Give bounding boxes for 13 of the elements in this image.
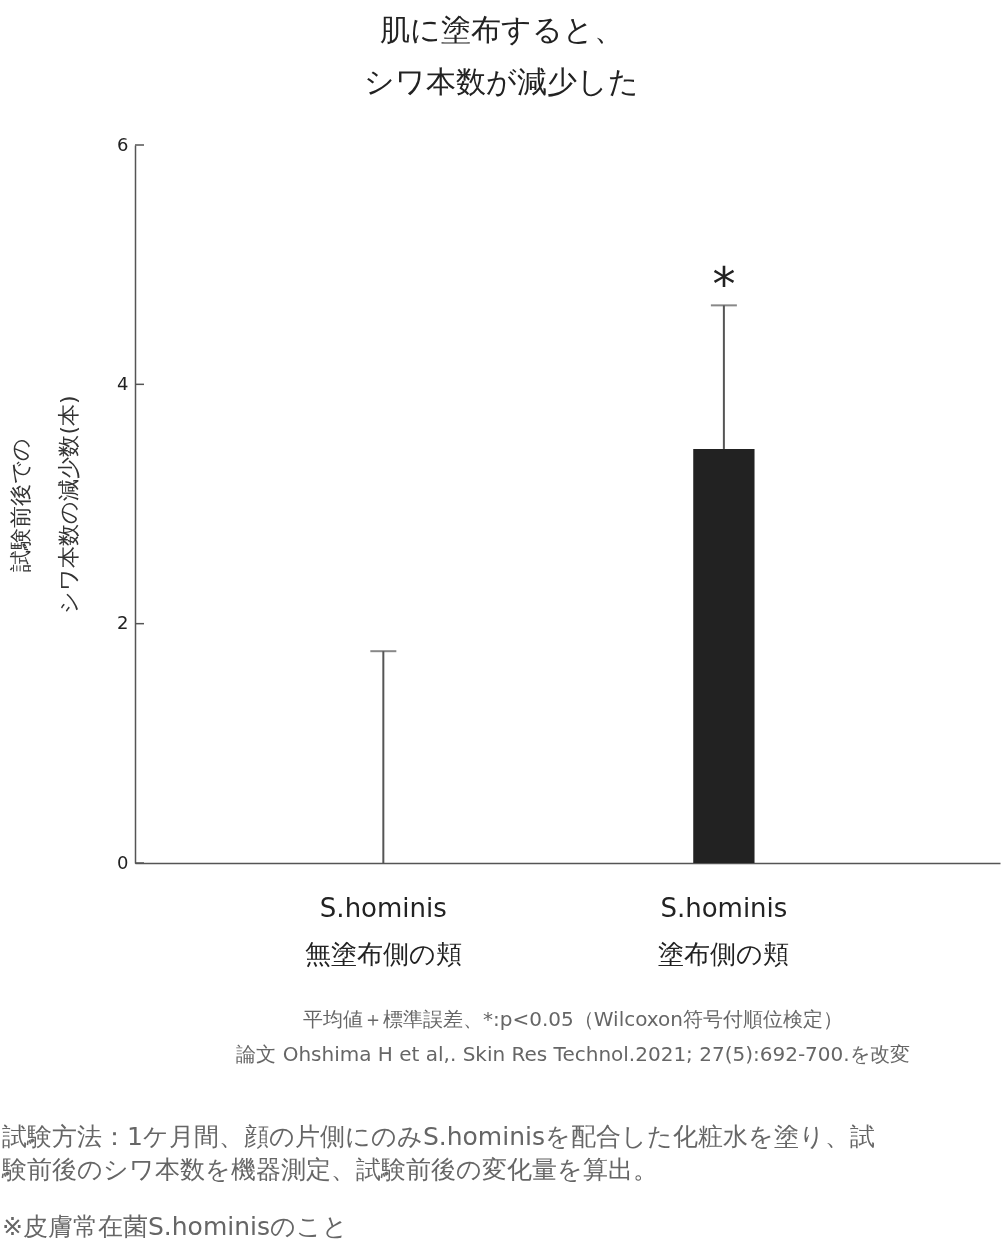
text: 試験方法：1ケ月間、顔の片側にのみS.hominisを配合した化粧水を塗り、試験前後のシワ本数を機器測定、試験前後の変化量を算出。 [1,1122,875,1184]
text: 平均値＋標準誤差、*:p<0.05（Wilcoxon符号付順位検定） [303,1007,843,1031]
text: 論文 Ohshima H et al,. Skin Res Technol.2021; 27(5):692-700.を改変 [236,1042,910,1066]
chart-title: 肌に塗布すると、シワ本数が減少した [364,12,639,99]
x-tick-label: S.hominis 塗布側の頬 [658,892,790,969]
y-tick-label: 4 [117,372,129,394]
y-axis-title: 試験前後でのシワ本数の減少数(本) [7,395,81,614]
x-tick-label: S.hominis 無塗布側の頬 [304,892,462,969]
y-tick-label: 0 [117,851,129,873]
y-tick-label: 6 [117,133,129,155]
y-tick-label: 2 [117,612,129,634]
text: ※皮膚常在菌S.hominisのこと [2,1212,349,1241]
annotation: * [712,257,736,312]
